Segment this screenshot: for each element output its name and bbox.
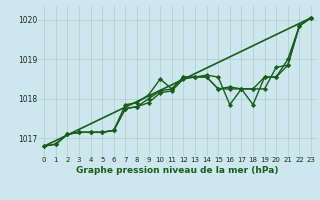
X-axis label: Graphe pression niveau de la mer (hPa): Graphe pression niveau de la mer (hPa) [76,166,279,175]
